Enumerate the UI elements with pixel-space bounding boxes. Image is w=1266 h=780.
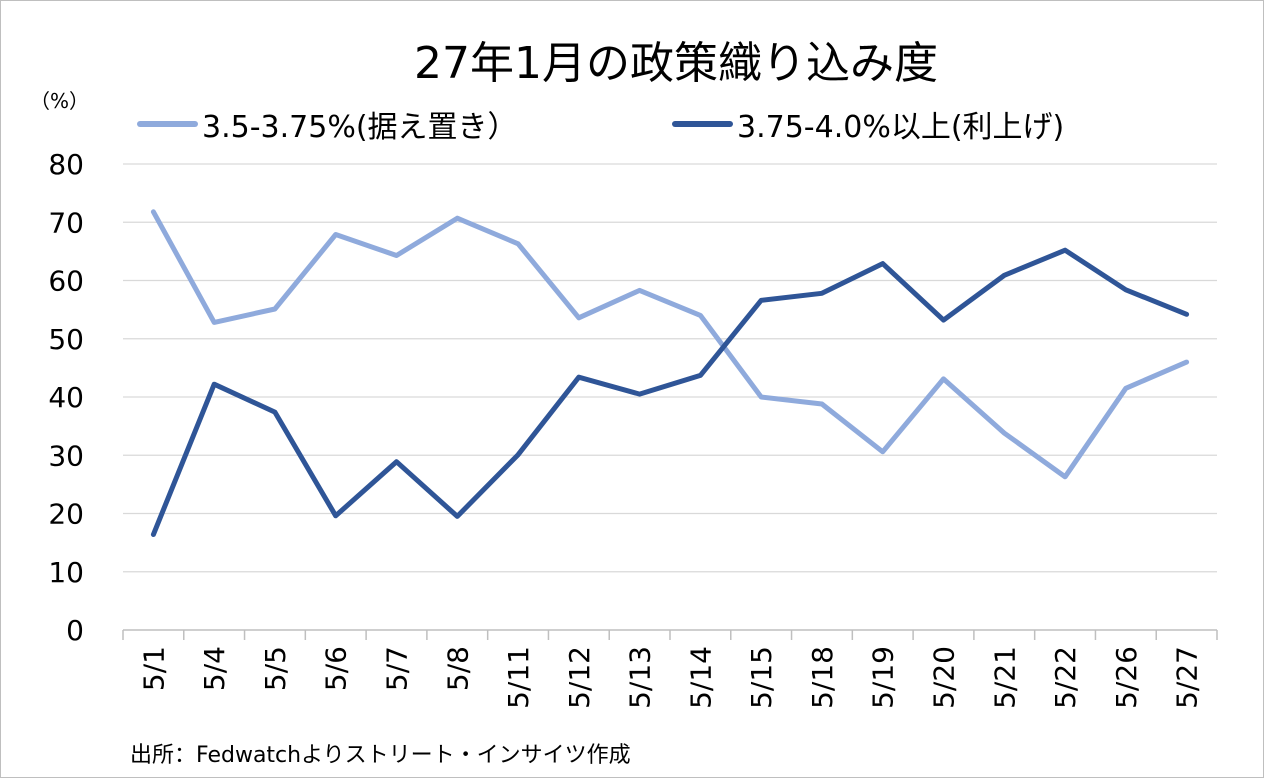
- x-tick-label: 5/13: [624, 646, 657, 709]
- x-tick-label: 5/21: [988, 646, 1021, 709]
- x-tick-label: 5/22: [1049, 646, 1082, 709]
- y-tick-label: 10: [48, 556, 84, 589]
- x-tick-label: 5/18: [806, 646, 839, 709]
- series-line-hike: [150, 247, 1190, 537]
- y-tick-label: 80: [48, 148, 84, 181]
- x-tick-label: 5/19: [867, 646, 900, 709]
- x-tick-label: 5/11: [502, 646, 535, 709]
- y-tick-label: 50: [48, 323, 84, 356]
- y-tick-label: 20: [48, 498, 84, 531]
- x-tick-label: 5/4: [198, 646, 231, 691]
- y-tick-label: 30: [48, 439, 84, 472]
- x-tick-label: 5/15: [745, 646, 778, 709]
- x-tick-label: 5/5: [259, 646, 292, 691]
- y-axis-unit-label: （%）: [30, 89, 89, 113]
- chart-title: 27年1月の政策織り込み度: [414, 38, 938, 89]
- source-note: 出所：Fedwatchよりストリート・インサイツ作成: [130, 743, 631, 768]
- x-tick-label: 5/27: [1171, 646, 1204, 709]
- y-tick-label: 70: [48, 206, 84, 239]
- x-axis: [122, 629, 1218, 640]
- legend-label-hike: 3.75-4.0%以上(利上げ): [737, 110, 1064, 145]
- y-tick-label: 0: [66, 614, 84, 647]
- x-tick-label: 5/1: [137, 646, 170, 691]
- x-tick-label: 5/14: [684, 646, 717, 709]
- series-lines: [150, 209, 1190, 537]
- gridlines: [123, 163, 1217, 573]
- x-tick-label: 5/20: [928, 646, 961, 709]
- y-tick-label: 40: [48, 381, 84, 414]
- y-tick-label: 60: [48, 265, 84, 298]
- x-axis-ticks: 5/1 5/4 5/5 5/6 5/7 5/8 5/11 5/12 5/13 5/14 5/15 5/…: [137, 646, 1203, 709]
- legend: 3.5-3.75%(据え置き） 3.75-4.0%以上(利上げ): [137, 110, 1064, 145]
- x-tick-label: 5/26: [1110, 646, 1143, 709]
- x-tick-label: 5/7: [381, 646, 414, 691]
- x-tick-label: 5/12: [563, 646, 596, 709]
- series-line-hold: [150, 209, 1190, 480]
- legend-label-hold: 3.5-3.75%(据え置き）: [202, 110, 518, 145]
- x-tick-label: 5/8: [441, 646, 474, 691]
- x-tick-label: 5/6: [320, 646, 353, 691]
- y-axis-ticks: 0 10 20 30 40 50 60 70 80: [48, 148, 84, 647]
